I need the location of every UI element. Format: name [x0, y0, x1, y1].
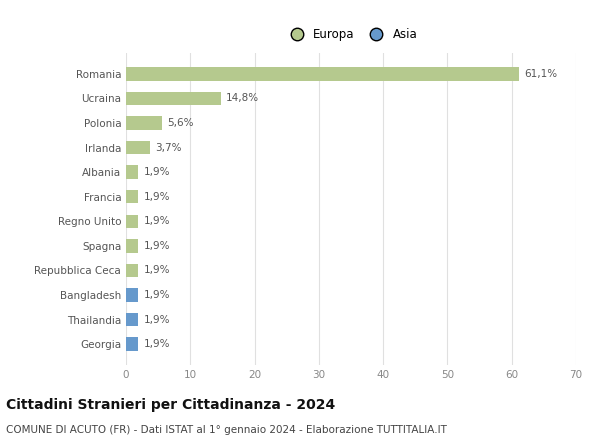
Text: 1,9%: 1,9%	[143, 192, 170, 202]
Bar	[126, 264, 138, 277]
Text: 14,8%: 14,8%	[226, 93, 259, 103]
Text: 1,9%: 1,9%	[143, 290, 170, 300]
Text: 1,9%: 1,9%	[143, 241, 170, 251]
Bar	[126, 288, 138, 302]
Text: 5,6%: 5,6%	[167, 118, 194, 128]
Bar	[126, 313, 138, 326]
Legend: Europa, Asia: Europa, Asia	[281, 24, 421, 44]
Text: 1,9%: 1,9%	[143, 265, 170, 275]
Bar	[126, 67, 519, 81]
Text: COMUNE DI ACUTO (FR) - Dati ISTAT al 1° gennaio 2024 - Elaborazione TUTTITALIA.I: COMUNE DI ACUTO (FR) - Dati ISTAT al 1° …	[6, 425, 447, 435]
Bar	[126, 215, 138, 228]
Bar	[126, 337, 138, 351]
Bar	[126, 165, 138, 179]
Bar	[126, 116, 162, 130]
Bar	[126, 239, 138, 253]
Text: 1,9%: 1,9%	[143, 315, 170, 325]
Text: 61,1%: 61,1%	[524, 69, 557, 79]
Text: 1,9%: 1,9%	[143, 167, 170, 177]
Bar	[126, 141, 150, 154]
Bar	[126, 92, 221, 105]
Text: Cittadini Stranieri per Cittadinanza - 2024: Cittadini Stranieri per Cittadinanza - 2…	[6, 398, 335, 412]
Text: 1,9%: 1,9%	[143, 216, 170, 226]
Text: 1,9%: 1,9%	[143, 339, 170, 349]
Bar	[126, 190, 138, 203]
Text: 3,7%: 3,7%	[155, 143, 181, 153]
